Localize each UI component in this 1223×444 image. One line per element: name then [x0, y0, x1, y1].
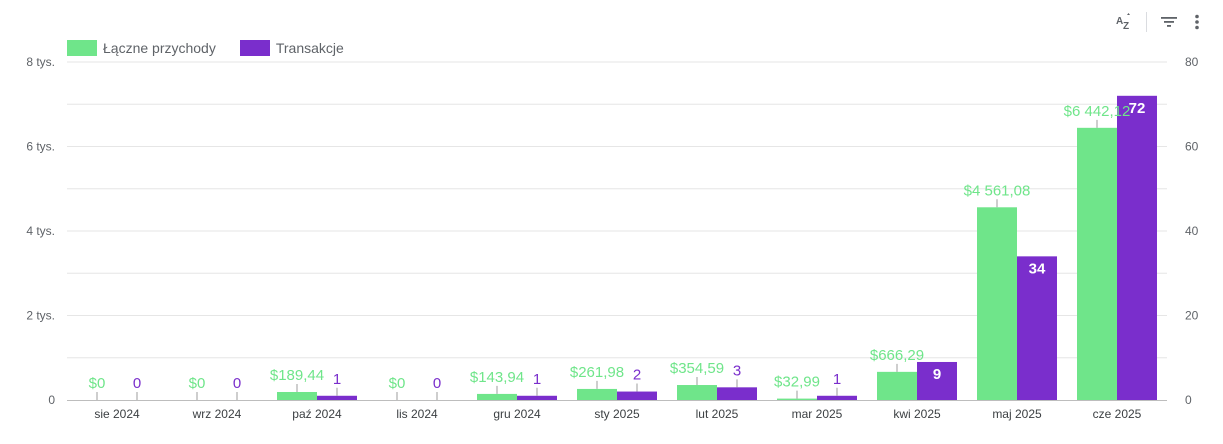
data-label-transactions: 2 — [633, 367, 641, 384]
data-label-revenue: $0 — [189, 375, 206, 392]
data-label-transactions: 0 — [433, 375, 441, 392]
y-right-tick-label: 40 — [1185, 224, 1199, 238]
more-vert-icon[interactable] — [1183, 10, 1211, 34]
chart-legend: Łączne przychody Transakcje — [67, 40, 368, 56]
x-tick-label: kwi 2025 — [893, 407, 941, 421]
bar-revenue — [1077, 127, 1117, 400]
x-tick-label: wrz 2024 — [192, 407, 242, 421]
bar-transactions — [717, 387, 757, 400]
data-label-revenue: $0 — [389, 375, 406, 392]
data-label-revenue: $32,99 — [774, 374, 820, 391]
bar-transactions — [517, 395, 557, 400]
data-label-revenue: $0 — [89, 375, 106, 392]
x-tick-label: mar 2025 — [792, 407, 843, 421]
data-label-revenue: $189,44 — [270, 367, 324, 384]
bar-revenue — [277, 391, 317, 400]
sort-az-icon[interactable]: A Z — [1110, 10, 1138, 34]
y-left-tick-label: 4 tys. — [26, 224, 55, 238]
y-left-tick-label: 2 tys. — [26, 309, 55, 323]
data-label-revenue: $666,29 — [870, 347, 924, 364]
legend-item-transactions[interactable]: Transakcje — [239, 40, 344, 56]
data-label-revenue: $143,94 — [470, 369, 524, 386]
x-tick-label: gru 2024 — [493, 407, 541, 421]
y-right-tick-label: 60 — [1185, 140, 1199, 154]
x-tick-label: lis 2024 — [396, 407, 438, 421]
bar-revenue — [677, 385, 717, 400]
bar-transactions — [817, 395, 857, 400]
data-label-revenue: $4 561,08 — [964, 182, 1031, 199]
filter-icon[interactable] — [1155, 10, 1183, 34]
data-label-revenue: $354,59 — [670, 360, 724, 377]
x-tick-label: sie 2024 — [94, 407, 140, 421]
bar-revenue — [777, 398, 817, 400]
y-left-tick-label: 8 tys. — [26, 55, 55, 69]
data-label-transactions: 9 — [933, 366, 941, 383]
bar-transactions — [1017, 256, 1057, 400]
x-tick-label: paź 2024 — [292, 407, 342, 421]
toolbar-divider — [1146, 12, 1147, 32]
bar-transactions — [617, 391, 657, 400]
svg-text:Z: Z — [1123, 21, 1129, 31]
data-label-transactions: 72 — [1129, 100, 1146, 117]
bar-revenue — [977, 207, 1017, 400]
x-tick-label: sty 2025 — [594, 407, 640, 421]
data-label-revenue: $261,98 — [570, 364, 624, 381]
svg-text:A: A — [1116, 16, 1123, 27]
y-left-tick-label: 6 tys. — [26, 140, 55, 154]
bar-revenue — [477, 393, 517, 400]
y-right-tick-label: 20 — [1185, 309, 1199, 323]
data-label-transactions: 34 — [1029, 260, 1046, 277]
legend-label-transactions: Transakcje — [275, 40, 344, 56]
data-label-transactions: 0 — [133, 375, 141, 392]
y-right-tick-label: 0 — [1185, 393, 1192, 407]
legend-label-revenue: Łączne przychody — [103, 40, 216, 56]
bar-revenue — [577, 388, 617, 400]
bar-revenue — [877, 371, 917, 400]
data-label-transactions: 1 — [333, 371, 341, 388]
y-left-tick-label: 0 — [48, 393, 55, 407]
chart-toolbar: A Z — [1110, 10, 1211, 34]
legend-item-revenue[interactable]: Łączne przychody — [67, 40, 216, 56]
legend-swatch-transactions — [239, 40, 270, 56]
data-label-transactions: 1 — [533, 371, 541, 388]
x-tick-label: maj 2025 — [992, 407, 1042, 421]
data-label-revenue: $6 442,12 — [1064, 103, 1131, 120]
data-label-transactions: 3 — [733, 362, 741, 379]
bar-transactions — [317, 395, 357, 400]
legend-swatch-revenue — [67, 40, 97, 56]
data-label-transactions: 1 — [833, 371, 841, 388]
y-right-tick-label: 80 — [1185, 55, 1199, 69]
bar-transactions — [1117, 95, 1157, 401]
x-tick-label: lut 2025 — [696, 407, 739, 421]
bar-transactions — [917, 361, 957, 400]
data-label-transactions: 0 — [233, 375, 241, 392]
x-tick-label: cze 2025 — [1093, 407, 1142, 421]
